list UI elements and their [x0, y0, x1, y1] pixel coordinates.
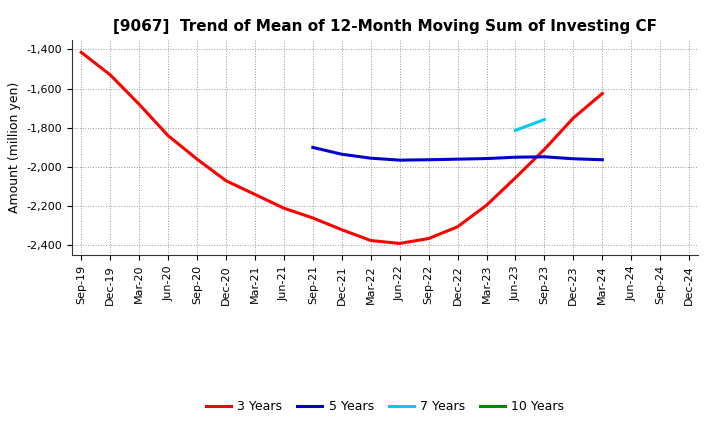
5 Years [366, 155, 375, 161]
3 Years [366, 238, 375, 243]
3 Years [338, 227, 346, 232]
Y-axis label: Amount (million yen): Amount (million yen) [8, 82, 21, 213]
5 Years [569, 156, 577, 161]
Line: 7 Years: 7 Years [516, 120, 544, 130]
5 Years [395, 158, 404, 163]
5 Years [511, 154, 520, 160]
3 Years [279, 205, 288, 211]
5 Years [424, 157, 433, 162]
3 Years [511, 175, 520, 180]
5 Years [540, 154, 549, 159]
3 Years [482, 202, 491, 208]
3 Years [598, 91, 607, 96]
3 Years [222, 178, 230, 183]
3 Years [569, 115, 577, 121]
Title: [9067]  Trend of Mean of 12-Month Moving Sum of Investing CF: [9067] Trend of Mean of 12-Month Moving … [113, 19, 657, 34]
5 Years [338, 152, 346, 157]
3 Years [251, 192, 259, 197]
7 Years [511, 128, 520, 133]
7 Years [540, 117, 549, 122]
3 Years [193, 157, 202, 162]
3 Years [454, 224, 462, 229]
5 Years [308, 145, 317, 150]
3 Years [77, 50, 86, 55]
Legend: 3 Years, 5 Years, 7 Years, 10 Years: 3 Years, 5 Years, 7 Years, 10 Years [201, 395, 570, 418]
Line: 5 Years: 5 Years [312, 147, 603, 160]
3 Years [163, 133, 172, 138]
Line: 3 Years: 3 Years [81, 52, 603, 243]
3 Years [395, 241, 404, 246]
3 Years [106, 72, 114, 77]
3 Years [540, 147, 549, 152]
5 Years [482, 156, 491, 161]
3 Years [424, 236, 433, 241]
3 Years [308, 215, 317, 220]
3 Years [135, 102, 143, 107]
5 Years [598, 157, 607, 162]
5 Years [454, 157, 462, 162]
